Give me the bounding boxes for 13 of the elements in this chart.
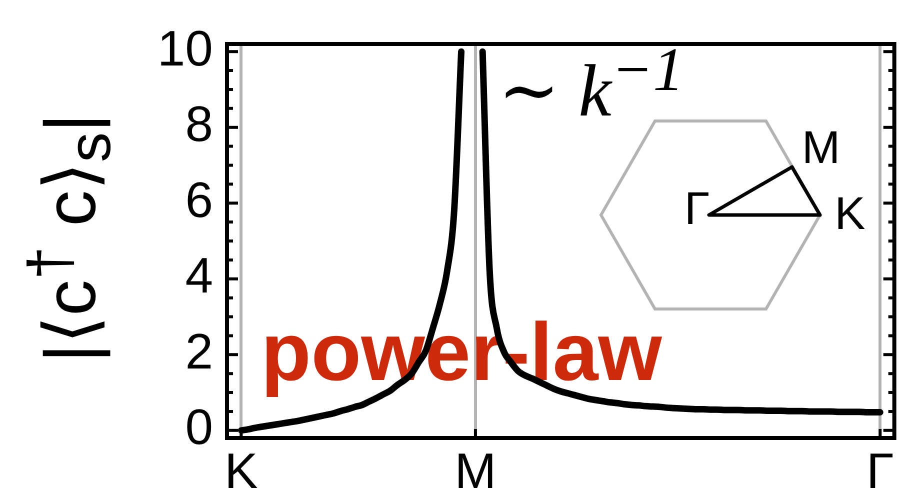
annotation: M <box>802 121 840 173</box>
annotation: ∼ k$^{−1}$ <box>498 36 684 133</box>
y-tick-label: 10 <box>157 20 213 76</box>
x-tick-label: Γ <box>866 442 894 499</box>
y-tick-label: 8 <box>185 96 213 152</box>
y-tick-label: 4 <box>185 248 213 304</box>
x-tick-label: K <box>224 442 258 499</box>
annotation: K <box>834 187 866 239</box>
y-tick-label: 6 <box>185 172 213 228</box>
y-tick-label: 0 <box>185 399 213 456</box>
y-tick-label: 2 <box>185 323 213 380</box>
annotation: Γ <box>684 182 710 234</box>
x-tick-label: M <box>454 442 496 499</box>
